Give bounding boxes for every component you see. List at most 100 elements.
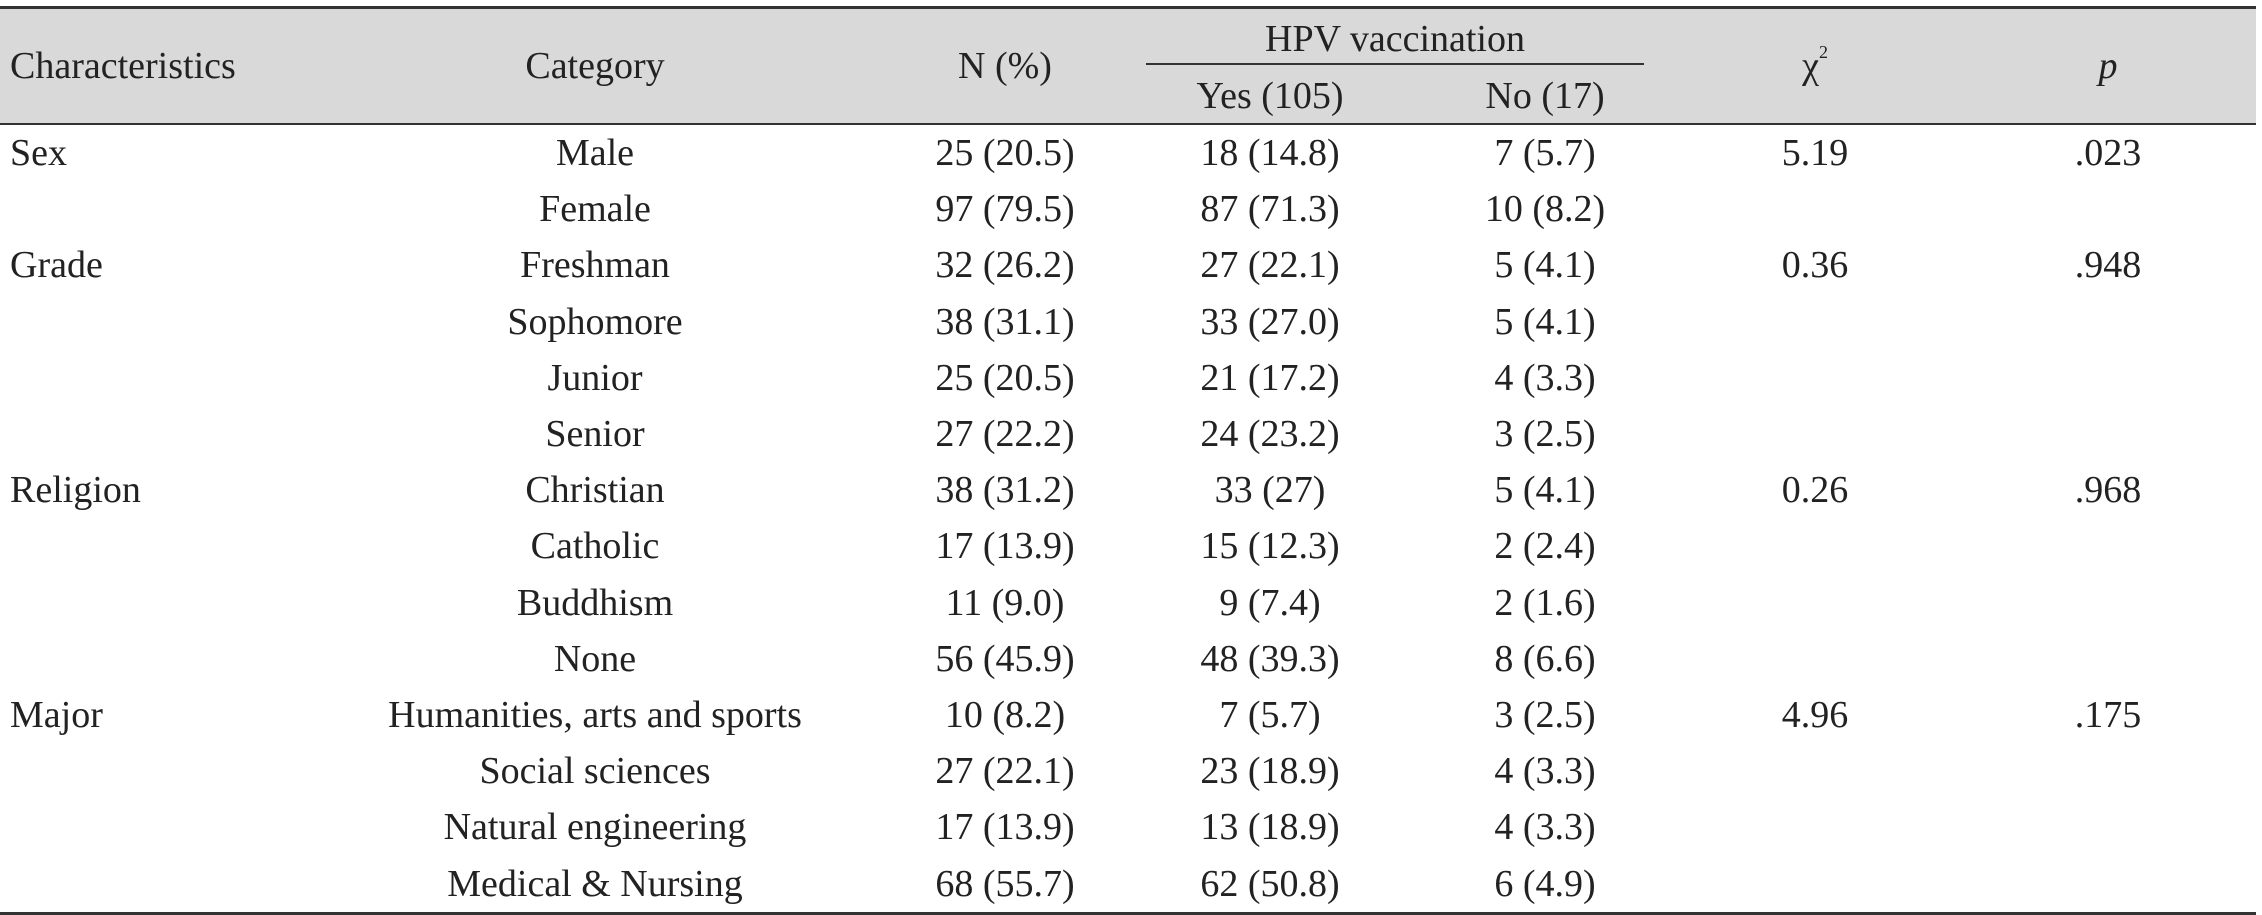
cell-chi-square — [1670, 181, 1960, 237]
cell-n-percent: 38 (31.1) — [935, 300, 1075, 343]
header-no: No (17) — [1420, 69, 1671, 125]
cell-no: 7 (5.7) — [1494, 132, 1596, 175]
cell-chi-square — [1670, 350, 1960, 406]
cell-characteristic — [0, 294, 300, 350]
cell-category: Christian — [525, 469, 665, 512]
table-row: Natural engineering 17 (13.9) 13 (18.9) 4 (… — [0, 799, 2256, 855]
header-p-value: p — [1960, 6, 2257, 125]
header-chi-square: χ2 — [1670, 6, 1961, 125]
cell-yes: 27 (22.1) — [1200, 244, 1340, 287]
cell-p-value — [1960, 294, 2256, 350]
cell-chi-square — [1670, 855, 1961, 915]
cell-chi-square: 0.26 — [1781, 469, 1849, 512]
cell-no: 6 (4.9) — [1420, 855, 1671, 915]
cell-p-value: .023 — [2074, 132, 2142, 175]
cell-chi-square — [1670, 406, 1960, 462]
cell-p-value: .948 — [2074, 244, 2142, 287]
cell-chi-square — [1670, 799, 1960, 855]
cell-chi-square: 5.19 — [1781, 132, 1849, 175]
cell-no: 5 (4.1) — [1494, 300, 1596, 343]
cell-p-value — [1960, 181, 2256, 237]
cell-n-percent: 27 (22.1) — [935, 750, 1075, 793]
cell-yes: 13 (18.9) — [1200, 806, 1340, 849]
cell-no: 2 (1.6) — [1494, 581, 1596, 624]
header-category: Category — [300, 6, 890, 125]
cell-p-value — [1960, 743, 2256, 799]
table-row: Social sciences 27 (22.1) 23 (18.9) 4 (3.3) — [0, 743, 2256, 799]
cell-yes: 62 (50.8) — [1120, 855, 1420, 915]
table-row: Sophomore 38 (31.1) 33 (27.0) 5 (4.1) — [0, 294, 2256, 350]
cell-n-percent: 25 (20.5) — [935, 356, 1075, 399]
cell-category: Sophomore — [507, 300, 683, 343]
cell-characteristic: Major — [10, 693, 103, 736]
cell-characteristic — [0, 575, 300, 631]
cell-no: 4 (3.3) — [1494, 356, 1596, 399]
cell-yes: 18 (14.8) — [1200, 132, 1340, 175]
cell-no: 8 (6.6) — [1494, 637, 1596, 680]
header-n-percent: N (%) — [890, 6, 1120, 125]
cell-chi-square — [1670, 631, 1960, 687]
cell-yes: 33 (27) — [1214, 469, 1326, 512]
cell-chi-square — [1670, 575, 1960, 631]
table-row: Major Humanities, arts and sports 10 (8.2)… — [0, 687, 2256, 743]
cell-characteristic: Sex — [10, 132, 67, 175]
cell-characteristic — [0, 743, 300, 799]
cell-yes: 15 (12.3) — [1200, 525, 1340, 568]
table-row: Female 97 (79.5) 87 (71.3) 10 (8.2) — [0, 181, 2256, 237]
cell-p-value — [1960, 855, 2257, 915]
cell-p-value — [1960, 518, 2256, 574]
cell-chi-square — [1670, 294, 1960, 350]
cell-p-value — [1960, 406, 2256, 462]
cell-chi-square — [1670, 518, 1960, 574]
cell-category: Female — [539, 188, 651, 231]
cell-characteristic — [0, 518, 300, 574]
cell-yes: 7 (5.7) — [1219, 693, 1321, 736]
cell-yes: 9 (7.4) — [1219, 581, 1321, 624]
cell-category: Humanities, arts and sports — [388, 693, 802, 736]
cell-category: Catholic — [530, 525, 660, 568]
hpv-characteristics-table: Characteristics Category N (%) HPV vacci… — [0, 6, 2257, 915]
cell-p-value — [1960, 631, 2256, 687]
cell-characteristic — [0, 406, 300, 462]
cell-characteristic — [0, 350, 300, 406]
cell-no: 5 (4.1) — [1494, 469, 1596, 512]
cell-characteristic — [0, 799, 300, 855]
cell-yes: 23 (18.9) — [1200, 750, 1340, 793]
table-header: Characteristics Category N (%) HPV vacci… — [0, 6, 2257, 125]
cell-p-value: .175 — [2074, 693, 2142, 736]
header-hpv-vaccination: HPV vaccination — [1120, 6, 1671, 69]
cell-characteristic — [0, 631, 300, 687]
cell-yes: 24 (23.2) — [1200, 413, 1340, 456]
table-row: Religion Christian 38 (31.2) 33 (27) 5 (4.1)… — [0, 462, 2256, 518]
cell-n-percent: 68 (55.7) — [890, 855, 1120, 915]
table-row: Catholic 17 (13.9) 15 (12.3) 2 (2.4) — [0, 518, 2256, 574]
cell-chi-square: 0.36 — [1781, 244, 1849, 287]
cell-category: Medical & Nursing — [300, 855, 890, 915]
header-characteristics: Characteristics — [0, 6, 300, 125]
cell-no: 10 (8.2) — [1484, 188, 1606, 231]
cell-no: 2 (2.4) — [1494, 525, 1596, 568]
cell-yes: 87 (71.3) — [1200, 188, 1340, 231]
chi-superscript: 2 — [1818, 42, 1828, 63]
header-hpv-vaccination-label: HPV vaccination — [1146, 17, 1645, 65]
cell-n-percent: 38 (31.2) — [935, 469, 1075, 512]
cell-p-value: .968 — [2074, 469, 2142, 512]
cell-yes: 48 (39.3) — [1200, 637, 1340, 680]
cell-no: 3 (2.5) — [1494, 413, 1596, 456]
cell-characteristic — [0, 855, 300, 915]
header-yes: Yes (105) — [1120, 69, 1420, 125]
cell-characteristic: Religion — [10, 469, 141, 512]
table-row: Junior 25 (20.5) 21 (17.2) 4 (3.3) — [0, 350, 2256, 406]
cell-chi-square — [1670, 743, 1960, 799]
table-row: Senior 27 (22.2) 24 (23.2) 3 (2.5) — [0, 406, 2256, 462]
chi-symbol: χ — [1802, 45, 1819, 87]
cell-characteristic — [0, 181, 300, 237]
cell-n-percent: 25 (20.5) — [935, 132, 1075, 175]
cell-category: None — [553, 637, 637, 680]
cell-n-percent: 17 (13.9) — [935, 806, 1075, 849]
cell-yes: 33 (27.0) — [1200, 300, 1340, 343]
cell-category: Freshman — [520, 244, 670, 287]
cell-category: Male — [555, 132, 635, 175]
cell-category: Social sciences — [479, 750, 711, 793]
